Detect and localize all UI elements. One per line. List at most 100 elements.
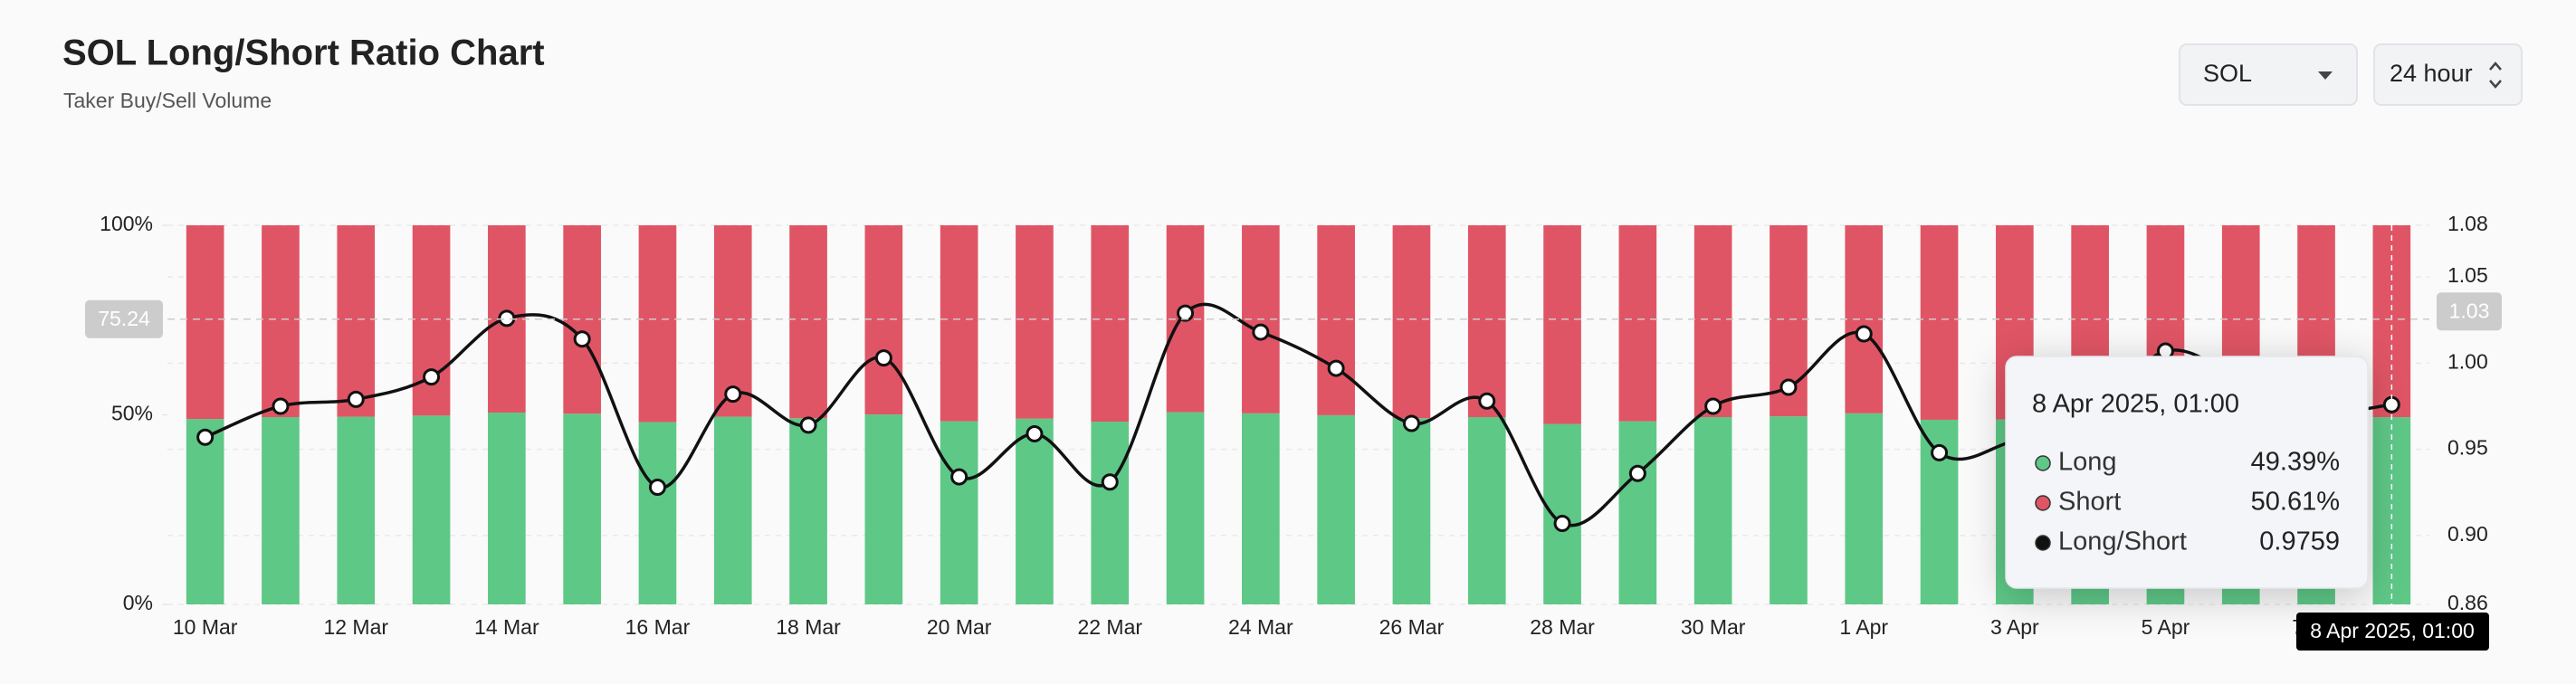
ratio-point	[1553, 514, 1571, 532]
y2-tick-label: 0.90	[2447, 522, 2488, 546]
ratio-point	[724, 385, 742, 404]
x-tick-label: 26 Mar	[1379, 615, 1445, 639]
x-tick-label: 22 Mar	[1077, 615, 1142, 639]
crosshair-x-box	[2296, 613, 2489, 651]
crosshair-y-box	[85, 299, 163, 338]
x-tick-label: 30 Mar	[1681, 615, 1746, 639]
bar-segment	[1392, 418, 1431, 604]
ratio-point	[498, 309, 516, 328]
interval-select[interactable]: 24 hour	[2373, 43, 2523, 106]
x-tick-label: 10 Mar	[173, 615, 238, 639]
y-tick-label: 100%	[100, 212, 153, 235]
ratio-point	[1101, 473, 1119, 491]
tooltip-swatch	[2035, 455, 2051, 471]
y-tick-label: 50%	[111, 402, 153, 425]
bar-segment	[1091, 422, 1130, 604]
ratio-point	[573, 330, 591, 348]
symbol-select[interactable]: SOL	[2179, 43, 2358, 106]
tooltip-row-value: 49.39%	[2251, 448, 2340, 477]
ratio-point	[799, 416, 817, 434]
tooltip-swatch	[2035, 495, 2051, 511]
bar-segment	[412, 415, 451, 604]
select-box[interactable]	[2373, 43, 2523, 106]
tooltip-swatch	[2035, 535, 2051, 551]
bar-segment	[1693, 225, 1732, 418]
x-tick-label: 5 Apr	[2142, 615, 2190, 639]
ratio-point	[1026, 424, 1044, 442]
ratio-point	[1327, 359, 1345, 377]
bar-segment	[940, 225, 978, 422]
crosshair-y2-box	[2437, 292, 2502, 331]
ratio-point	[874, 349, 892, 367]
tooltip-row-label: Short	[2058, 488, 2121, 517]
bar-segment	[1845, 413, 1884, 604]
bar-segment	[1016, 225, 1054, 419]
bar-segment	[563, 225, 601, 414]
tooltip-box	[2005, 356, 2369, 589]
select-box[interactable]	[2179, 43, 2358, 106]
bar-segment	[638, 422, 677, 604]
select-value[interactable]: SOL	[2203, 60, 2252, 87]
tooltip-row-value: 50.61%	[2251, 488, 2340, 517]
ratio-point	[1252, 323, 1270, 341]
crosshair-y2-label: 1.03	[2449, 299, 2490, 322]
bar-segment	[1317, 225, 1355, 415]
ratio-point	[1931, 443, 1949, 461]
bar-segment	[1166, 412, 1205, 604]
bar-segment	[186, 225, 224, 420]
ratio-point	[1855, 325, 1873, 343]
crosshair-y-label: 75.24	[98, 307, 150, 330]
bar-segment	[789, 418, 827, 604]
bar-segment	[1693, 417, 1732, 604]
bar-segment	[1770, 416, 1808, 604]
ratio-point	[950, 468, 968, 486]
bar-segment	[337, 416, 376, 604]
x-tick-label: 16 Mar	[625, 615, 691, 639]
ratio-point	[1402, 414, 1420, 432]
ratio-point	[1779, 378, 1798, 396]
x-tick-label: 28 Mar	[1530, 615, 1595, 639]
bar-segment	[1016, 418, 1054, 604]
select-caret	[2489, 62, 2502, 89]
ratio-point	[1478, 392, 1496, 410]
y2-tick-label: 0.86	[2447, 591, 2488, 614]
ratio-point	[272, 397, 290, 415]
bar-segment	[337, 225, 376, 417]
ratio-point	[347, 390, 365, 408]
crosshair-x-label: 8 Apr 2025, 01:00	[2310, 619, 2475, 642]
bar-segment	[1920, 225, 1959, 420]
y2-tick-label: 1.00	[2447, 349, 2488, 373]
tooltip-title: 8 Apr 2025, 01:00	[2032, 390, 2239, 419]
y-tick-label: 0%	[123, 591, 153, 614]
bar-segment	[1618, 225, 1657, 422]
tooltip-row-label: Long	[2058, 448, 2117, 477]
tooltip-row-value: 0.9759	[2259, 527, 2340, 556]
bar-segment	[262, 225, 300, 418]
select-value[interactable]: 24 hour	[2390, 60, 2473, 87]
chart-title: SOL Long/Short Ratio Chart	[62, 33, 545, 73]
bar-segment	[638, 225, 677, 423]
bar-segment	[713, 416, 752, 604]
x-tick-label: 20 Mar	[927, 615, 992, 639]
bar-segment	[563, 413, 601, 604]
bar-segment	[186, 419, 224, 604]
bar-segment	[1467, 225, 1506, 418]
ratio-point	[648, 478, 666, 496]
y2-tick-label: 1.05	[2447, 263, 2488, 287]
bar-segment	[1317, 414, 1355, 604]
ratio-point	[1628, 464, 1646, 482]
bar-segment	[1392, 225, 1431, 419]
tooltip: 8 Apr 2025, 01:00 Long 49.39% Short 50.61% Lo…	[2005, 356, 2369, 589]
tooltip-row-label: Long/Short	[2058, 527, 2187, 556]
x-tick-label: 1 Apr	[1839, 615, 1888, 639]
y2-tick-label: 1.08	[2447, 212, 2488, 235]
x-tick-label: 18 Mar	[776, 615, 841, 639]
bar-segment	[262, 417, 300, 604]
bar-segment	[864, 225, 903, 415]
bar-segment	[1845, 225, 1884, 413]
x-tick-label: 14 Mar	[474, 615, 539, 639]
ratio-point	[196, 428, 215, 446]
bar-segment	[1242, 413, 1280, 604]
